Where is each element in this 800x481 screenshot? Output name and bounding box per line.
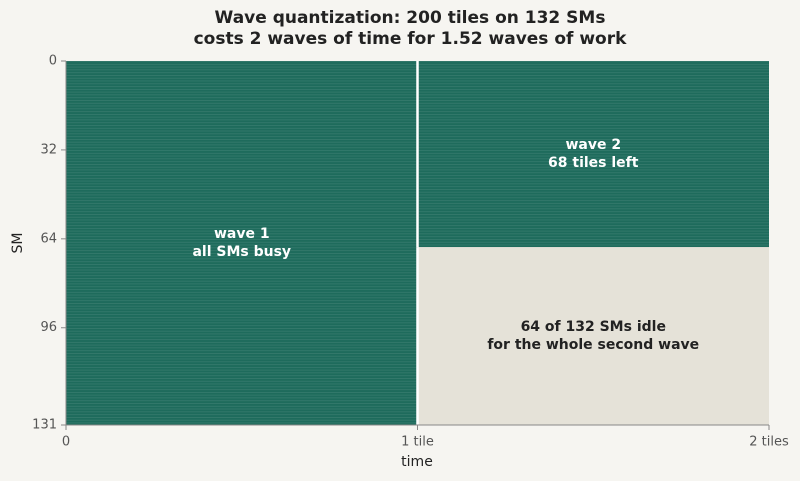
chart-subtitle: costs 2 waves of time for 1.52 waves of … xyxy=(194,29,628,49)
stripe-overlay xyxy=(66,61,418,425)
block-label: wave 2 xyxy=(565,137,621,153)
block xyxy=(417,247,769,425)
y-axis-label: SM xyxy=(10,233,26,254)
chart-title: Wave quantization: 200 tiles on 132 SMs xyxy=(215,8,606,28)
block-label: 68 tiles left xyxy=(548,155,639,171)
y-tick-label: 0 xyxy=(49,54,57,69)
stripe-overlay xyxy=(417,61,769,248)
x-tick-label: 1 tile xyxy=(401,435,434,450)
x-tick-label: 2 tiles xyxy=(749,435,789,450)
block-label: wave 1 xyxy=(214,226,270,242)
y-tick-label: 64 xyxy=(40,231,57,246)
y-tick-label: 131 xyxy=(32,418,57,433)
block-label: for the whole second wave xyxy=(487,337,699,353)
block-label: 64 of 132 SMs idle xyxy=(521,319,666,335)
x-tick-label: 0 xyxy=(62,435,70,450)
x-axis-label: time xyxy=(401,454,433,470)
y-tick-label: 96 xyxy=(40,320,57,335)
y-tick-label: 32 xyxy=(40,142,57,157)
block-label: all SMs busy xyxy=(192,244,291,260)
